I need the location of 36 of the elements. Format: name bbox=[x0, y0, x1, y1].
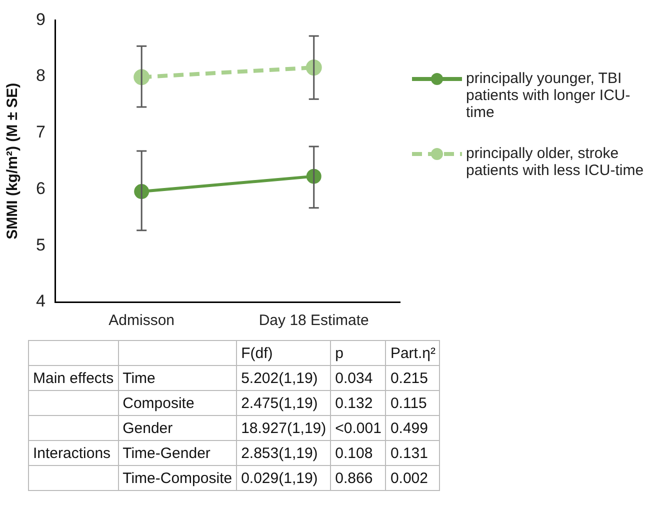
text: 0.132 bbox=[330, 390, 386, 416]
text: 0.029(1,19) bbox=[236, 466, 331, 490]
x-tick-label: Admisson bbox=[108, 312, 175, 330]
legend-label: principally older, stroke patients with less ICU-time bbox=[466, 145, 644, 179]
text: 0.131 bbox=[386, 440, 440, 466]
text: Part.η² bbox=[386, 340, 440, 366]
y-axis-title: SMMI (kg/m²) (M ± SE) bbox=[4, 82, 22, 240]
text: Time-Gender bbox=[118, 440, 237, 466]
x-tick-label: Day 18 Estimate bbox=[258, 312, 369, 330]
text: 2.475(1,19) bbox=[236, 390, 331, 416]
text: 0.002 bbox=[386, 466, 440, 490]
text: p bbox=[330, 340, 386, 366]
text: Composite bbox=[118, 390, 237, 416]
text: <0.001 bbox=[330, 416, 386, 440]
text: Interactions bbox=[28, 440, 118, 466]
text: 0.108 bbox=[330, 440, 386, 466]
text: 0.215 bbox=[386, 366, 440, 390]
text: 18.927(1,19) bbox=[236, 416, 331, 440]
text: 0.866 bbox=[330, 466, 386, 490]
text: 0.115 bbox=[386, 390, 440, 416]
y-tick-label: 5 bbox=[36, 235, 46, 254]
text: Time bbox=[118, 366, 237, 390]
text: Time-Composite bbox=[118, 466, 237, 490]
text: Gender bbox=[118, 416, 237, 440]
y-tick-label: 7 bbox=[36, 122, 46, 142]
text: Main effects bbox=[28, 366, 118, 390]
y-tick-label: 4 bbox=[36, 292, 46, 311]
text: 2.853(1,19) bbox=[236, 440, 331, 466]
text: 5.202(1,19) bbox=[236, 366, 331, 390]
text: 0.499 bbox=[386, 416, 440, 440]
text: F(df) bbox=[236, 340, 331, 366]
y-tick-label: 6 bbox=[36, 178, 46, 198]
text: 0.034 bbox=[330, 366, 386, 390]
y-tick-label: 9 bbox=[36, 10, 46, 29]
y-tick-label: 8 bbox=[36, 66, 46, 86]
legend-label: principally younger, TBI patients with longer ICU-time bbox=[466, 70, 632, 121]
